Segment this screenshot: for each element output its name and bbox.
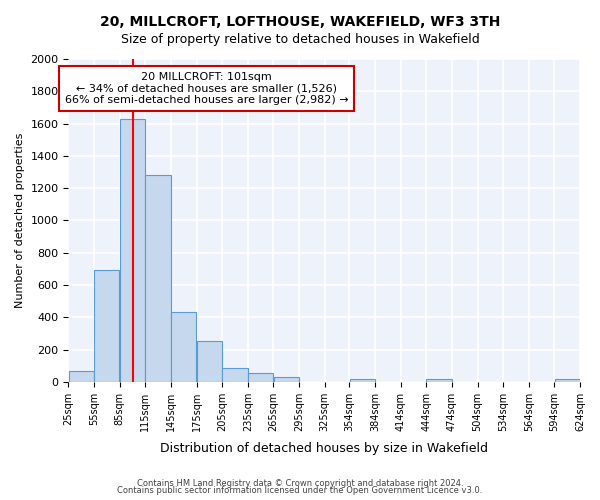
- Text: Contains HM Land Registry data © Crown copyright and database right 2024.: Contains HM Land Registry data © Crown c…: [137, 478, 463, 488]
- Y-axis label: Number of detached properties: Number of detached properties: [15, 132, 25, 308]
- Bar: [145, 175, 170, 382]
- Bar: [248, 374, 273, 382]
- Bar: [274, 378, 299, 382]
- Text: Contains public sector information licensed under the Open Government Licence v3: Contains public sector information licen…: [118, 486, 482, 495]
- Bar: [68, 372, 94, 382]
- Bar: [427, 380, 452, 382]
- Text: Size of property relative to detached houses in Wakefield: Size of property relative to detached ho…: [121, 32, 479, 46]
- Bar: [554, 380, 580, 382]
- Bar: [350, 380, 375, 382]
- X-axis label: Distribution of detached houses by size in Wakefield: Distribution of detached houses by size …: [160, 442, 488, 455]
- Bar: [223, 368, 248, 382]
- Bar: [120, 118, 145, 382]
- Text: 20, MILLCROFT, LOFTHOUSE, WAKEFIELD, WF3 3TH: 20, MILLCROFT, LOFTHOUSE, WAKEFIELD, WF3…: [100, 15, 500, 29]
- Bar: [197, 341, 222, 382]
- Bar: [94, 270, 119, 382]
- Bar: [171, 312, 196, 382]
- Text: 20 MILLCROFT: 101sqm
← 34% of detached houses are smaller (1,526)
66% of semi-de: 20 MILLCROFT: 101sqm ← 34% of detached h…: [65, 72, 349, 105]
